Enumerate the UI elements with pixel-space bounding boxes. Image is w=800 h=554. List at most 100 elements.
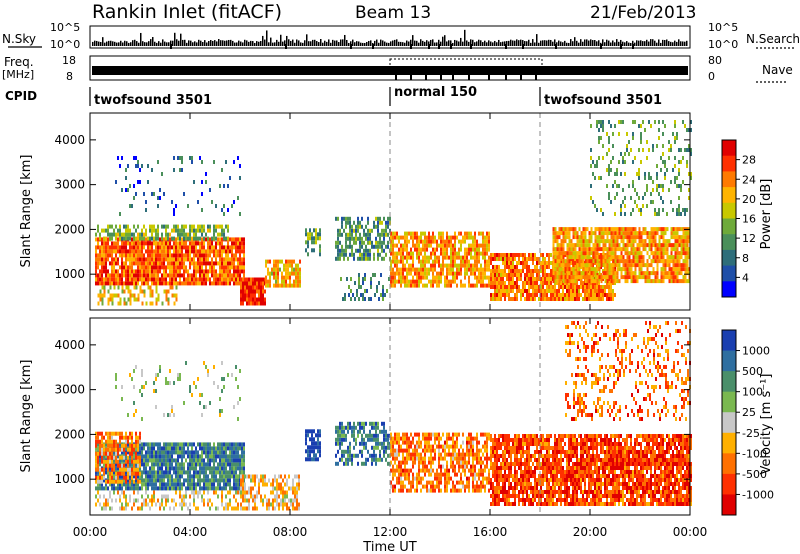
- heatmap-cell: [351, 248, 353, 253]
- heatmap-cell: [596, 293, 598, 297]
- heatmap-cell: [121, 269, 123, 274]
- heatmap-cell: [666, 239, 669, 244]
- heatmap-cell: [145, 301, 148, 306]
- heatmap-cell: [185, 281, 187, 286]
- nsky-bar: [300, 42, 302, 46]
- heatmap-cell: [223, 212, 225, 216]
- heatmap-cell: [560, 251, 563, 256]
- heatmap-cell: [149, 442, 151, 447]
- nsky-bar: [632, 40, 634, 46]
- heatmap-cell: [446, 255, 448, 260]
- heatmap-cell: [654, 212, 656, 216]
- heatmap-cell: [638, 259, 641, 264]
- heatmap-cell: [578, 251, 581, 256]
- heatmap-cell: [454, 263, 456, 268]
- heatmap-cell: [107, 301, 110, 306]
- heatmap-cell: [155, 232, 157, 237]
- heatmap-cell: [618, 184, 620, 188]
- heatmap-cell: [199, 454, 201, 459]
- heatmap-cell: [530, 293, 532, 297]
- heatmap-cell: [514, 253, 516, 257]
- heatmap-cell: [512, 261, 514, 265]
- heatmap-cell: [151, 245, 153, 250]
- heatmap-cell: [614, 271, 617, 276]
- nsky-bar: [132, 40, 134, 46]
- heatmap-cell: [390, 275, 392, 280]
- heatmap-cell: [518, 261, 520, 265]
- heatmap-cell: [143, 261, 145, 266]
- heatmap-cell: [600, 235, 603, 240]
- heatmap-cell: [598, 285, 600, 289]
- heatmap-cell: [365, 244, 367, 249]
- heatmap-cell: [428, 243, 430, 248]
- heatmap-cell: [123, 269, 125, 274]
- heatmap-cell: [676, 263, 679, 268]
- heatmap-cell: [157, 245, 159, 250]
- heatmap-cell: [223, 273, 225, 278]
- heatmap-cell: [203, 474, 205, 479]
- heatmap-cell: [239, 237, 241, 242]
- heatmap-cell: [460, 283, 462, 288]
- heatmap-cell: [608, 168, 610, 172]
- heatmap-cell: [221, 458, 223, 463]
- heatmap-cell: [554, 275, 557, 280]
- heatmap-cell: [584, 255, 587, 260]
- heatmap-cell: [492, 281, 494, 285]
- heatmap-cell: [227, 253, 229, 258]
- heatmap-cell: [668, 275, 671, 280]
- heatmap-cell: [99, 482, 101, 487]
- heatmap-cell: [193, 462, 195, 467]
- heatmap-cell: [406, 235, 408, 240]
- heatmap-cell: [191, 160, 193, 164]
- nsky-bar: [554, 39, 556, 46]
- heatmap-cell: [157, 249, 159, 254]
- heatmap-cell: [165, 289, 168, 294]
- heatmap-cell: [644, 128, 646, 132]
- heatmap-cell: [111, 486, 113, 491]
- heatmap-cell: [233, 160, 235, 164]
- heatmap-cell: [568, 247, 571, 252]
- heatmap-cell: [484, 267, 486, 272]
- heatmap-cell: [676, 184, 678, 188]
- heatmap-cell: [410, 283, 412, 288]
- heatmap-cell: [119, 249, 121, 254]
- heatmap-cell: [520, 297, 522, 301]
- nsky-bar: [250, 40, 252, 46]
- heatmap-cell: [367, 216, 369, 221]
- heatmap-cell: [458, 255, 460, 260]
- nsky-bar: [334, 40, 336, 46]
- heatmap-cell: [227, 228, 229, 233]
- heatmap-cell: [678, 279, 681, 284]
- heatmap-cell: [181, 245, 183, 250]
- heatmap-cell: [556, 297, 558, 301]
- heatmap-cell: [163, 273, 165, 278]
- heatmap-cell: [596, 289, 598, 293]
- heatmap-cell: [173, 470, 175, 475]
- heatmap-cell: [650, 279, 653, 284]
- heatmap-cell: [153, 257, 155, 262]
- nsky-dip: [505, 44, 507, 49]
- heatmap-cell: [221, 486, 223, 491]
- heatmap-cell: [171, 450, 173, 455]
- heatmap-cell: [598, 140, 600, 144]
- heatmap-cell: [157, 474, 159, 479]
- heatmap-cell: [97, 228, 99, 233]
- heatmap-cell: [500, 257, 502, 261]
- nsky-bar: [268, 42, 270, 46]
- heatmap-cell: [264, 297, 266, 302]
- heatmap-cell: [381, 244, 383, 249]
- heatmap-cell: [594, 297, 596, 301]
- heatmap-cell: [299, 279, 301, 284]
- heatmap-cell: [512, 277, 514, 281]
- heatmap-cell: [345, 216, 347, 221]
- heatmap-cell: [155, 228, 157, 233]
- heatmap-cell: [488, 235, 490, 240]
- heatmap-cell: [195, 462, 197, 467]
- heatmap-cell: [107, 245, 109, 250]
- freq-label: Freq.: [4, 55, 34, 69]
- heatmap-cell: [191, 450, 193, 455]
- heatmap-cell: [117, 466, 119, 471]
- heatmap-cell: [171, 458, 173, 463]
- heatmap-cell: [225, 454, 227, 459]
- heatmap-cell: [672, 247, 675, 252]
